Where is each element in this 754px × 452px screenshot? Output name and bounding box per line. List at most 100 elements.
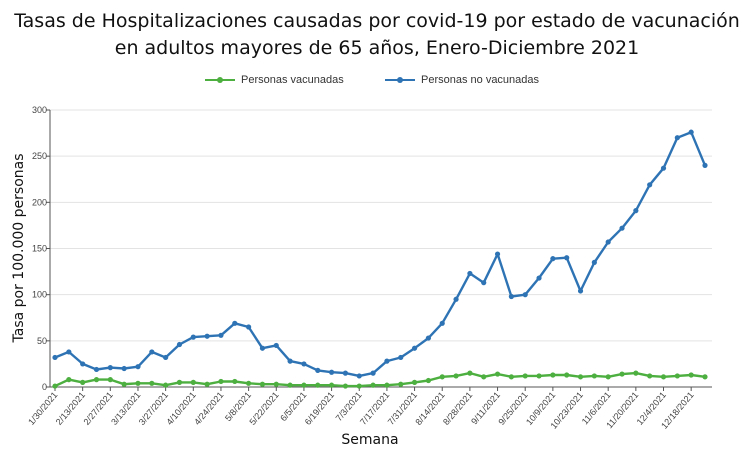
chart-title-line-2: en adultos mayores de 65 años, Enero-Dic… xyxy=(114,37,640,59)
data-point-vaccinated xyxy=(328,382,335,388)
data-point-vaccinated xyxy=(52,383,58,389)
data-point-unvaccinated xyxy=(163,354,169,361)
legend-swatch-vaccinated xyxy=(205,77,235,83)
data-point-vaccinated xyxy=(287,382,293,388)
data-point-vaccinated xyxy=(342,383,349,389)
data-point-vaccinated xyxy=(121,381,127,387)
y-tick-label: 200 xyxy=(32,197,47,207)
data-point-unvaccinated xyxy=(315,367,321,373)
data-point-vaccinated xyxy=(633,370,639,376)
data-point-unvaccinated xyxy=(246,324,252,330)
data-point-unvaccinated xyxy=(135,364,141,370)
data-point-vaccinated xyxy=(522,373,528,379)
data-point-unvaccinated xyxy=(425,335,432,341)
data-point-vaccinated xyxy=(384,382,390,388)
data-point-vaccinated xyxy=(481,374,487,380)
data-point-vaccinated xyxy=(674,373,680,379)
data-point-unvaccinated xyxy=(259,345,266,351)
data-point-unvaccinated xyxy=(232,320,238,326)
data-point-vaccinated xyxy=(356,383,362,389)
data-point-vaccinated xyxy=(370,382,376,388)
data-point-vaccinated xyxy=(93,377,100,383)
data-point-vaccinated xyxy=(647,373,653,379)
data-point-unvaccinated xyxy=(605,239,611,245)
data-point-unvaccinated xyxy=(121,365,127,372)
data-point-vaccinated xyxy=(467,370,473,376)
data-point-unvaccinated xyxy=(688,129,694,135)
data-point-vaccinated xyxy=(439,374,445,380)
data-point-vaccinated xyxy=(453,373,459,379)
y-tick-label: 0 xyxy=(42,382,47,392)
data-point-unvaccinated xyxy=(633,208,639,214)
data-point-vaccinated xyxy=(508,374,514,380)
data-point-unvaccinated xyxy=(384,358,390,364)
data-point-unvaccinated xyxy=(522,292,528,298)
x-tick-label: 6/19/2021 xyxy=(303,390,336,427)
y-tick-label: 250 xyxy=(32,151,47,161)
data-point-unvaccinated xyxy=(591,259,597,265)
x-tick-label: 5/22/2021 xyxy=(247,390,280,427)
data-point-unvaccinated xyxy=(66,349,72,355)
data-point-unvaccinated xyxy=(398,354,404,361)
data-point-unvaccinated xyxy=(190,334,196,340)
data-point-vaccinated xyxy=(204,381,210,387)
data-point-unvaccinated xyxy=(301,361,307,367)
data-point-unvaccinated xyxy=(702,162,708,168)
data-point-vaccinated xyxy=(107,377,113,383)
data-point-vaccinated xyxy=(176,379,183,385)
data-point-unvaccinated xyxy=(411,345,418,351)
data-point-unvaccinated xyxy=(356,373,362,379)
data-point-unvaccinated xyxy=(93,366,100,373)
grid-lines xyxy=(50,109,712,342)
chart-title-line-1: Tasas de Hospitalizaciones causadas por … xyxy=(14,10,740,32)
data-point-unvaccinated xyxy=(564,255,570,261)
y-tick-labels: 0 50 100 150 200 250 300 xyxy=(32,105,47,392)
x-tick-label: 4/24/2021 xyxy=(192,390,225,427)
legend-item-vaccinated: Personas vacunadas xyxy=(205,74,344,86)
legend-item-unvaccinated: Personas no vacunadas xyxy=(385,74,539,86)
data-point-vaccinated xyxy=(135,380,141,386)
data-point-unvaccinated xyxy=(439,320,445,326)
legend-swatch-unvaccinated xyxy=(385,77,415,83)
data-point-unvaccinated xyxy=(494,251,501,257)
data-point-unvaccinated xyxy=(80,361,86,367)
data-point-vaccinated xyxy=(550,372,556,378)
data-point-vaccinated xyxy=(163,382,169,388)
data-point-unvaccinated xyxy=(467,270,473,277)
data-point-unvaccinated xyxy=(204,333,210,339)
data-point-vaccinated xyxy=(591,373,597,379)
data-point-vaccinated xyxy=(66,377,72,383)
data-point-unvaccinated xyxy=(508,293,514,300)
data-point-vaccinated xyxy=(259,381,266,387)
y-tick-label: 300 xyxy=(32,105,47,115)
data-point-unvaccinated xyxy=(328,369,335,375)
series-line-unvaccinated xyxy=(54,130,707,378)
data-point-vaccinated xyxy=(273,381,279,387)
data-point-unvaccinated xyxy=(660,165,667,171)
data-point-unvaccinated xyxy=(674,135,680,141)
y-tick-label: 100 xyxy=(32,290,47,300)
axes xyxy=(46,109,712,391)
data-point-vaccinated xyxy=(564,372,570,378)
data-point-vaccinated xyxy=(232,378,238,385)
data-point-vaccinated xyxy=(536,373,542,379)
data-point-vaccinated xyxy=(398,381,404,387)
data-point-unvaccinated xyxy=(550,256,556,262)
data-point-unvaccinated xyxy=(647,182,653,188)
data-point-unvaccinated xyxy=(273,342,279,349)
data-point-vaccinated xyxy=(494,371,501,377)
data-point-vaccinated xyxy=(411,379,418,385)
data-point-unvaccinated xyxy=(370,370,376,376)
x-axis-label: Semana xyxy=(341,432,399,448)
data-point-unvaccinated xyxy=(481,280,487,286)
data-point-unvaccinated xyxy=(577,288,584,294)
data-point-vaccinated xyxy=(218,378,224,385)
chart-title: Tasas de Hospitalizaciones causadas por … xyxy=(0,8,754,62)
data-point-unvaccinated xyxy=(536,275,542,281)
data-point-unvaccinated xyxy=(619,225,625,231)
data-point-vaccinated xyxy=(246,380,252,386)
data-point-unvaccinated xyxy=(287,358,293,364)
data-point-vaccinated xyxy=(149,380,155,386)
series-lines xyxy=(52,129,708,389)
